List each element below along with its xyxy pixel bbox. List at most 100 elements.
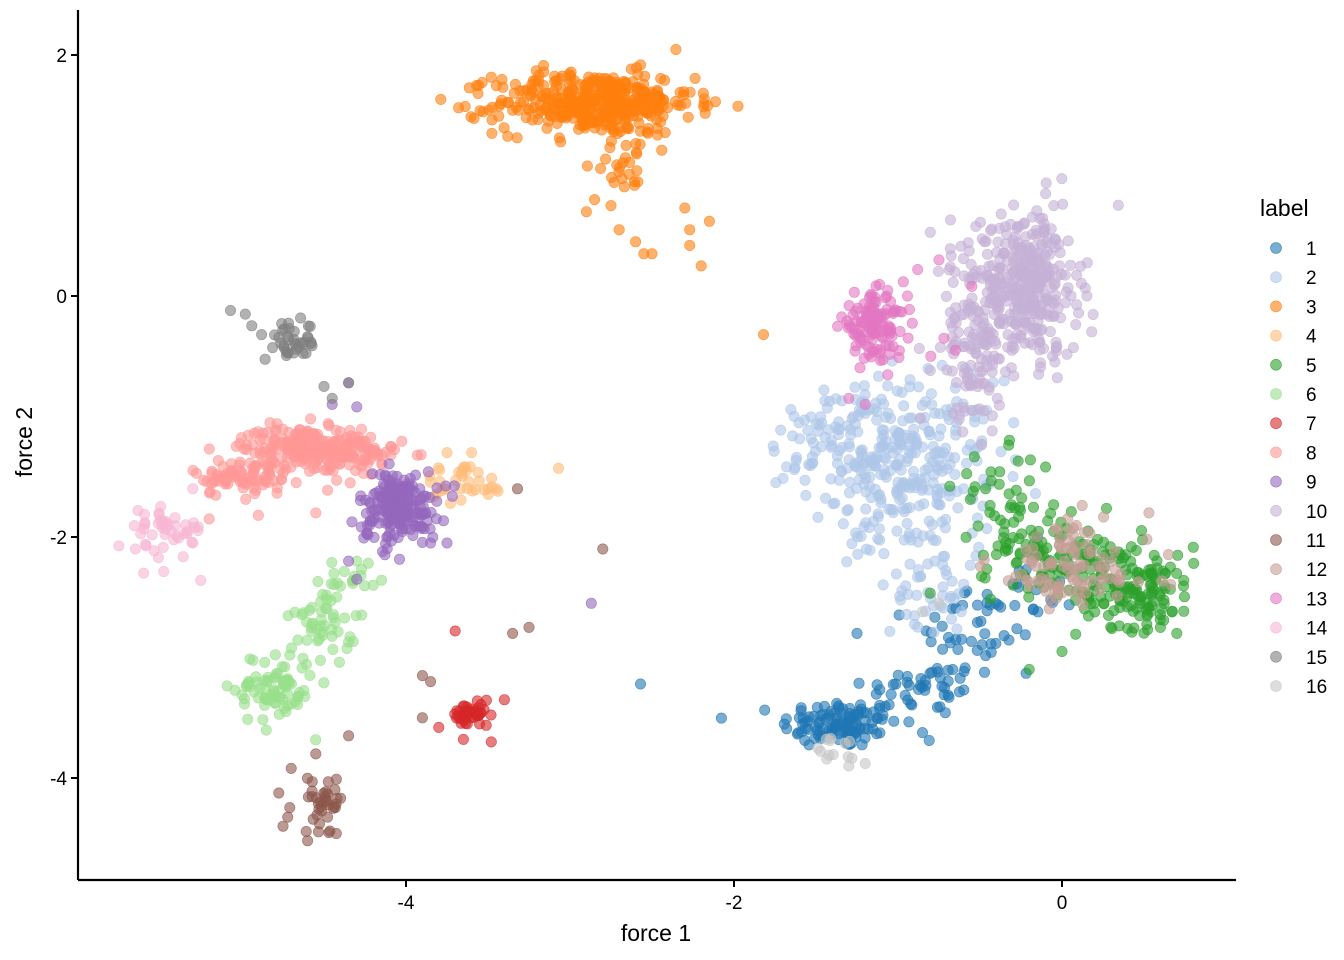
scatter-point-16: [812, 742, 824, 754]
scatter-point-1: [924, 667, 936, 679]
scatter-point-10: [1037, 308, 1049, 320]
legend-marker-11: [1270, 534, 1282, 546]
scatter-point-13: [866, 305, 878, 317]
scatter-point-6: [343, 636, 355, 648]
scatter-point-15: [259, 353, 271, 365]
scatter-point-9: [391, 481, 403, 493]
scatter-point-6: [257, 714, 269, 726]
scatter-point-10: [1005, 362, 1017, 374]
legend-label-13: 13: [1306, 589, 1327, 610]
scatter-point-13: [901, 290, 913, 302]
scatter-point-5: [1070, 628, 1082, 640]
scatter-point-9: [405, 523, 417, 535]
scatter-point-14: [177, 551, 189, 563]
scatter-point-2: [837, 518, 849, 530]
scatter-point-6: [303, 604, 315, 616]
scatter-point-13: [881, 290, 893, 302]
scatter-point-13: [863, 348, 875, 360]
scatter-point-13: [949, 344, 961, 356]
scatter-point-2: [781, 461, 793, 473]
scatter-point-3: [565, 84, 577, 96]
scatter-point-13: [893, 351, 905, 363]
scatter-point-8: [331, 474, 343, 486]
scatter-point-6: [315, 596, 327, 608]
scatter-point-5: [1134, 594, 1146, 606]
scatter-point-12: [1114, 574, 1126, 586]
scatter-point-10: [924, 226, 936, 238]
scatter-point-10: [962, 303, 974, 315]
scatter-point-3: [679, 202, 691, 214]
scatter-point-8: [304, 446, 316, 458]
scatter-point-1: [795, 702, 807, 714]
scatter-point-12: [1052, 523, 1064, 535]
scatter-point-1: [929, 611, 941, 623]
scatter-point-2: [886, 441, 898, 453]
scatter-point-1: [852, 709, 864, 721]
scatter-point-5: [994, 466, 1006, 478]
scatter-point-15: [305, 336, 317, 348]
x-tick-label: -2: [726, 893, 743, 914]
scatter-point-2: [895, 464, 907, 476]
scatter-point-9: [358, 532, 370, 544]
scatter-point-2: [877, 579, 889, 591]
scatter-point-5: [980, 483, 992, 495]
scatter-point-2: [904, 558, 916, 570]
scatter-point-10: [1065, 259, 1077, 271]
scatter-point-2: [872, 370, 884, 382]
scatter-point-8: [323, 420, 335, 432]
scatter-point-3: [435, 93, 447, 105]
data-points: [113, 43, 1200, 847]
scatter-point-3: [526, 114, 538, 126]
scatter-point-10: [993, 399, 1005, 411]
scatter-point-10: [1041, 294, 1053, 306]
scatter-point-2: [957, 483, 969, 495]
scatter-point-10: [1054, 260, 1066, 272]
scatter-point-1: [923, 734, 935, 746]
scatter-point-2: [820, 492, 832, 504]
legend-marker-7: [1270, 417, 1282, 430]
scatter-point-5: [1122, 622, 1134, 634]
scatter-point-11: [507, 627, 519, 639]
scatter-point-3: [680, 97, 692, 109]
scatter-point-2: [918, 498, 930, 510]
scatter-point-5: [1003, 488, 1015, 500]
scatter-point-3: [530, 65, 542, 77]
scatter-point-9: [381, 543, 393, 555]
scatter-point-7: [480, 719, 492, 731]
scatter-point-11: [523, 621, 535, 633]
scatter-point-8: [288, 451, 300, 463]
scatter-point-6: [279, 661, 291, 673]
scatter-point-3: [695, 260, 707, 272]
scatter-point-3: [507, 104, 519, 116]
scatter-point-2: [911, 589, 923, 601]
scatter-point-12: [1133, 576, 1145, 588]
scatter-point-2: [927, 456, 939, 468]
scatter-point-3: [757, 329, 769, 341]
scatter-point-6: [338, 565, 350, 577]
scatter-point-2: [890, 568, 902, 580]
scatter-point-5: [1154, 621, 1166, 633]
scatter-point-3: [631, 148, 643, 160]
scatter-point-15: [300, 347, 312, 359]
scatter-point-5: [1024, 454, 1036, 466]
legend-marker-9: [1270, 475, 1282, 488]
legend-label-8: 8: [1306, 443, 1317, 464]
scatter-point-10: [1112, 199, 1124, 211]
scatter-point-5: [1023, 475, 1035, 487]
scatter-point-11: [313, 803, 325, 815]
scatter-point-2: [923, 425, 935, 437]
legend-label-3: 3: [1306, 297, 1317, 318]
scatter-point-6: [350, 610, 362, 622]
y-tick-label: 2: [56, 46, 67, 67]
legend-marker-15: [1270, 650, 1282, 663]
scatter-point-2: [882, 407, 894, 419]
scatter-point-2: [904, 381, 916, 393]
scatter-point-10: [1004, 308, 1016, 320]
scatter-point-3: [703, 215, 715, 227]
scatter-point-4: [463, 476, 475, 488]
scatter-point-2: [925, 388, 937, 400]
scatter-point-9: [381, 503, 393, 515]
legend-label-1: 1: [1306, 239, 1317, 260]
scatter-point-11: [284, 802, 296, 814]
